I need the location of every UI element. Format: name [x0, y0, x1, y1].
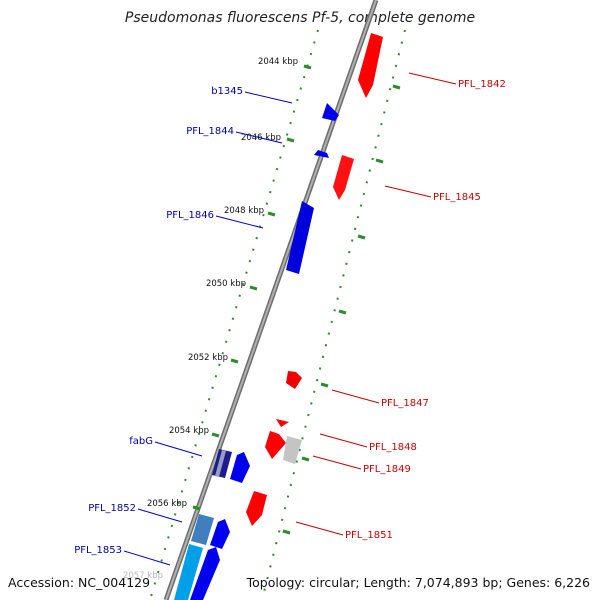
gene-feature [230, 452, 250, 483]
gene-feature [286, 371, 302, 389]
forward-strand-genes [246, 33, 383, 526]
gene-label: b1345 [211, 86, 243, 97]
inner-tick-track [149, 29, 319, 600]
gene-label: fabG [129, 436, 153, 447]
reverse-strand-genes [174, 103, 339, 600]
scale-label: 2057 kbp [123, 571, 163, 581]
genome-stats-label: Topology: circular; Length: 7,074,893 bp… [246, 575, 590, 590]
label-connectors [123, 72, 457, 566]
gene-label: PFL_1847 [381, 398, 429, 409]
gene-feature [333, 155, 354, 200]
gene-feature [174, 544, 203, 600]
gene-labels-reverse: b1345 PFL_1844 PFL_1846 fabG PFL_1852 PF… [74, 86, 243, 556]
gene-feature [322, 103, 339, 121]
gene-label: PFL_1844 [186, 126, 234, 137]
gene-feature [358, 33, 383, 98]
outer-major-ticks [282, 84, 401, 535]
scale-label: 2048 kbp [224, 206, 264, 216]
gene-feature [265, 431, 286, 459]
gene-label: PFL_1853 [74, 545, 122, 556]
gene-label: PFL_1846 [166, 210, 214, 221]
gene-feature [283, 436, 302, 464]
gene-label: PFL_1845 [433, 192, 481, 203]
gene-feature [276, 419, 289, 427]
gene-feature [215, 450, 226, 477]
gene-feature [191, 514, 214, 545]
accession-label: Accession: NC_004129 [8, 575, 151, 590]
gene-feature [314, 150, 329, 158]
scale-label: 2054 kbp [169, 426, 209, 436]
gene-labels-forward: PFL_1842 PFL_1845 PFL_1847 PFL_1848 PFL_… [345, 79, 506, 541]
gene-feature [286, 201, 314, 274]
gene-feature [210, 519, 230, 549]
map-title: Pseudomonas fluorescens Pf-5, complete g… [124, 10, 476, 26]
scale-label: 2044 kbp [258, 57, 298, 67]
genome-backbone [163, 0, 379, 600]
gene-label: PFL_1849 [363, 464, 411, 475]
gene-label: PFL_1842 [458, 79, 506, 90]
outer-tick-track [261, 29, 406, 600]
scale-label: 2050 kbp [206, 279, 246, 289]
gene-label: PFL_1852 [88, 503, 136, 514]
gene-feature [190, 547, 220, 600]
scale-label: 2056 kbp [147, 499, 187, 509]
gene-feature [246, 491, 267, 526]
gene-label: PFL_1851 [345, 530, 393, 541]
gene-label: PFL_1848 [369, 442, 417, 453]
scale-label: 2052 kbp [188, 353, 228, 363]
inner-major-ticks [192, 64, 312, 511]
